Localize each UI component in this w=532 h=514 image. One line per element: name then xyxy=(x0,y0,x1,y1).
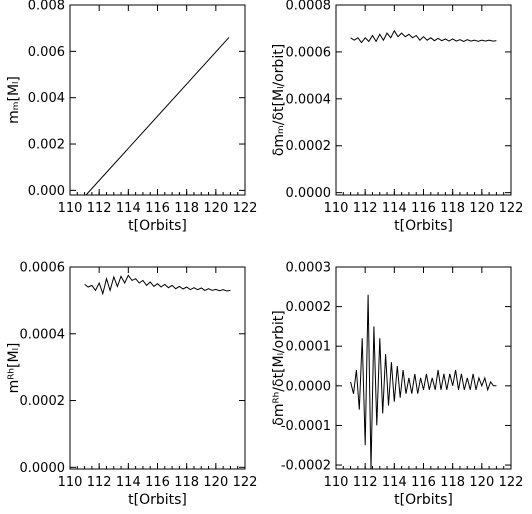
x-tick-label: 116 xyxy=(411,475,436,490)
x-tick-label: 116 xyxy=(411,201,436,216)
x-tick-label: 120 xyxy=(203,201,228,216)
y-tick-label: 0.0006 xyxy=(20,261,66,276)
x-tick-label: 120 xyxy=(469,475,494,490)
x-tick-label: 120 xyxy=(203,475,228,490)
plot-frame xyxy=(335,266,512,470)
x-tick-label: 122 xyxy=(233,475,258,490)
x-tick-label: 112 xyxy=(353,201,378,216)
x-tick-label: 118 xyxy=(440,201,465,216)
x-tick-label: 122 xyxy=(499,475,524,490)
y-tick-label: 0.0002 xyxy=(20,394,66,409)
y-tick-label: 0.0000 xyxy=(20,461,66,476)
x-tick-label: 112 xyxy=(353,475,378,490)
x-tick-label: 122 xyxy=(233,201,258,216)
y-tick-label: 0.0002 xyxy=(286,139,332,154)
series-line-1 xyxy=(84,274,231,296)
y-tick-label: 0.004 xyxy=(28,91,65,106)
y-tick-label: 0.0004 xyxy=(20,327,66,342)
y-axis-title: mᴿʰ[Mₗ] xyxy=(6,343,22,394)
y-tick-label: 0.0002 xyxy=(286,300,332,315)
series-line-1 xyxy=(350,294,497,470)
series-line-1 xyxy=(350,29,497,44)
x-axis-title: t[Orbits] xyxy=(128,492,187,508)
plot-frame xyxy=(69,266,246,470)
x-tick-label: 114 xyxy=(382,201,407,216)
y-tick-label: 0.002 xyxy=(28,138,65,153)
y-tick-label: -0.0002 xyxy=(281,459,331,474)
y-tick-label: 0.0000 xyxy=(286,186,332,201)
x-tick-label: 114 xyxy=(116,475,141,490)
y-tick-label: 0.006 xyxy=(28,45,65,60)
x-tick-label: 120 xyxy=(469,201,494,216)
x-tick-label: 116 xyxy=(145,201,170,216)
x-tick-label: 118 xyxy=(174,201,199,216)
x-tick-label: 118 xyxy=(174,475,199,490)
x-tick-label: 110 xyxy=(324,201,349,216)
y-tick-label: 0.0001 xyxy=(286,340,332,355)
y-tick-label: 0.008 xyxy=(28,0,65,14)
y-axis-title: mₘ[Mₗ] xyxy=(6,76,22,124)
x-tick-label: 114 xyxy=(116,201,141,216)
y-tick-label: 0.000 xyxy=(28,184,65,199)
plot-frame xyxy=(69,4,246,196)
y-tick-label: 0.0004 xyxy=(286,92,332,107)
x-tick-label: 112 xyxy=(87,201,112,216)
x-tick-label: 122 xyxy=(499,201,524,216)
y-tick-label: 0.0000 xyxy=(286,379,332,394)
x-tick-label: 110 xyxy=(324,475,349,490)
x-tick-label: 112 xyxy=(87,475,112,490)
x-tick-label: 110 xyxy=(58,201,83,216)
x-tick-label: 114 xyxy=(382,475,407,490)
y-axis-title: δmᴿʰ/δt[Mₗ/orbit] xyxy=(271,310,287,425)
panel-4: 110 112 114 116 118 120 122 -0.0002 -0.0001 0.000… xyxy=(271,261,523,509)
x-axis-title: t[Orbits] xyxy=(128,218,187,234)
x-tick-label: 116 xyxy=(145,475,170,490)
x-tick-label: 118 xyxy=(440,475,465,490)
y-tick-label: -0.0001 xyxy=(281,419,331,434)
y-tick-label: 0.0006 xyxy=(286,45,332,60)
y-axis-title: δmₘ/δt[Mₗ/orbit] xyxy=(271,44,287,156)
y-tick-label: 0.0003 xyxy=(286,261,332,276)
plot-frame xyxy=(335,4,512,196)
x-axis-title: t[Orbits] xyxy=(394,492,453,508)
panel-2: 110 112 114 116 118 120 122 0.0000 0.0002 0.0004 0… xyxy=(271,0,523,234)
panel-1: 110 112 114 116 118 120 122 0.000 0.002 0.004 0.00… xyxy=(6,0,257,234)
x-axis-title: t[Orbits] xyxy=(394,218,453,234)
panel-3: 110 112 114 116 118 120 122 0.0000 0.0002 0.0004 0… xyxy=(6,261,257,509)
series-line-1 xyxy=(85,37,230,196)
x-tick-label: 110 xyxy=(58,475,83,490)
y-tick-label: 0.0008 xyxy=(286,0,332,14)
